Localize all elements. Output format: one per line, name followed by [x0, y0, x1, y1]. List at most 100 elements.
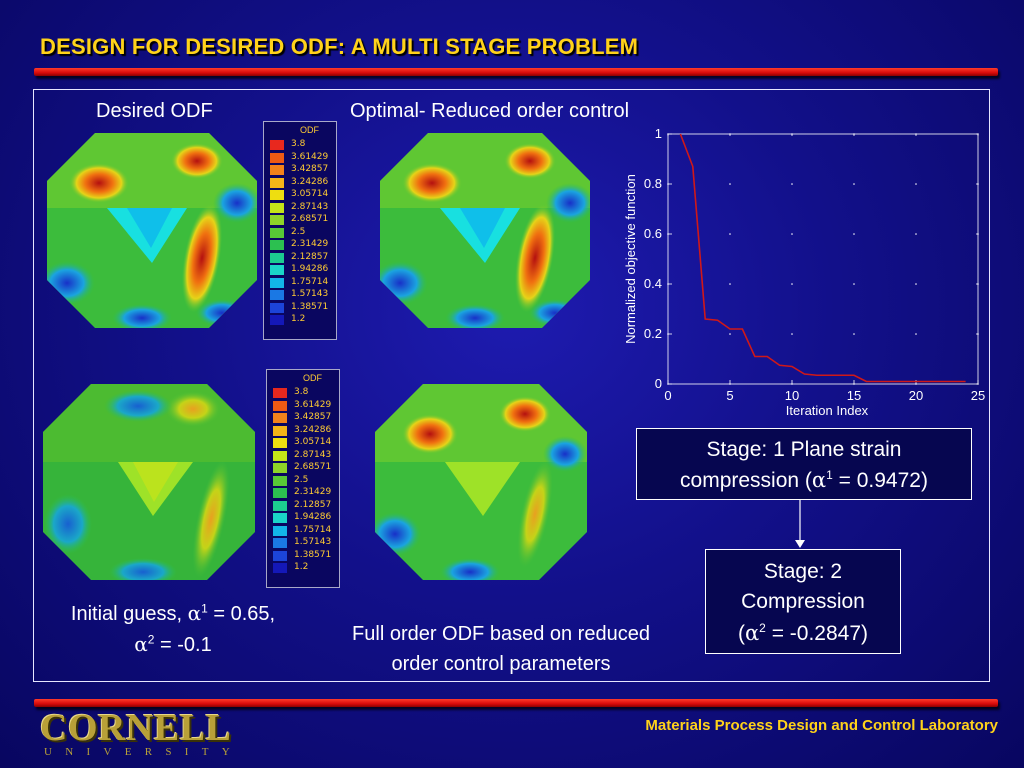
legend-value: 3.24286	[294, 424, 332, 435]
legend-swatch	[270, 302, 284, 313]
legend-value: 1.38571	[294, 549, 332, 560]
legend-value: 3.24286	[291, 176, 329, 187]
legend-swatch	[270, 227, 284, 238]
grid-dot	[853, 383, 855, 385]
stage1-text-pre: compression (	[680, 469, 812, 493]
legend-swatch	[270, 240, 284, 250]
stage2-type: Compression	[741, 590, 865, 614]
legend-value: 2.87143	[294, 449, 332, 460]
legend-value: 1.75714	[294, 524, 332, 535]
alpha-symbol: α	[811, 468, 827, 493]
legend-swatch	[273, 513, 287, 523]
legend-value: 3.42857	[294, 412, 332, 422]
legend-value: 1.57143	[294, 537, 332, 547]
x-tick-label: 0	[664, 388, 671, 403]
desired-odf-label: Desired ODF	[96, 100, 213, 122]
legend-swatch	[270, 165, 284, 175]
full-order-odf-image	[375, 384, 587, 580]
stage2-box: Stage: 2 Compression (α2 = -0.2847)	[705, 549, 901, 654]
plot-area	[667, 133, 979, 385]
cornell-logo-subtitle: UNIVERSITY	[44, 746, 243, 758]
grid-dot	[791, 333, 793, 335]
alpha2-value: = -0.1	[154, 634, 212, 656]
legend-value: 2.31429	[294, 487, 332, 497]
legend-swatch	[273, 413, 287, 423]
stage2-text-pre: (	[737, 621, 745, 645]
alpha-sub-1: 1	[826, 468, 833, 483]
grid-dot	[977, 233, 979, 235]
full-order-caption: Full order ODF based on reduced order co…	[306, 619, 696, 679]
y-axis-label: Normalized objective function	[623, 174, 638, 344]
legend-value: 1.57143	[291, 289, 329, 299]
grid-dot	[853, 183, 855, 185]
legend-swatch	[270, 177, 284, 188]
legend-value: 2.5	[294, 474, 309, 485]
header-divider	[34, 68, 998, 76]
grid-dot	[667, 233, 669, 235]
legend-swatch	[273, 400, 287, 411]
x-tick-label: 10	[785, 388, 799, 403]
legend-swatch	[270, 290, 284, 300]
grid-dot	[977, 283, 979, 285]
full-order-caption-line1: Full order ODF based on reduced	[352, 623, 650, 645]
y-tick-label: 0	[655, 376, 662, 391]
grid-dot	[729, 183, 731, 185]
stage2-alpha-value: = -0.2847)	[765, 621, 869, 645]
grid-dot	[667, 383, 669, 385]
y-tick-label: 0.2	[644, 326, 662, 341]
grid-dot	[853, 133, 855, 135]
grid-dot	[977, 333, 979, 335]
stage1-box: Stage: 1 Plane strain compression (α1 = …	[636, 428, 972, 500]
legend-swatch	[270, 202, 284, 213]
grid-dot	[791, 383, 793, 385]
desired-odf-image	[47, 133, 257, 328]
legend-swatch	[273, 438, 287, 448]
footer-divider	[34, 699, 998, 707]
legend-value: 2.12857	[294, 499, 332, 510]
legend-swatch	[270, 140, 284, 150]
grid-dot	[729, 283, 731, 285]
grid-dot	[915, 183, 917, 185]
full-order-caption-line2: order control parameters	[391, 653, 611, 675]
legend-swatch	[273, 538, 287, 548]
x-tick-label: 20	[909, 388, 923, 403]
legend-swatch	[270, 252, 284, 263]
alpha-symbol: α	[134, 632, 148, 656]
alpha-symbol: α	[744, 620, 760, 645]
grid-dot	[729, 133, 731, 135]
grid-dot	[853, 333, 855, 335]
content-frame	[33, 89, 990, 682]
legend-swatch	[273, 500, 287, 511]
grid-dot	[977, 383, 979, 385]
grid-dot	[791, 233, 793, 235]
legend-value: 2.68571	[291, 214, 329, 224]
legend-title: ODF	[303, 373, 322, 383]
legend-value: 2.31429	[291, 239, 329, 249]
grid-dot	[791, 133, 793, 135]
legend-value: 1.2	[291, 314, 306, 324]
legend-swatch	[273, 488, 287, 498]
grid-dot	[977, 133, 979, 135]
grid-dot	[853, 233, 855, 235]
y-tick-label: 0.8	[644, 176, 662, 191]
alpha-sub-2: 2	[759, 620, 766, 635]
stage2-title: Stage: 2	[763, 560, 843, 583]
grid-dot	[667, 333, 669, 335]
legend-value: 3.05714	[291, 189, 329, 199]
y-tick-label: 0.6	[644, 226, 662, 241]
y-tick-label: 1	[655, 126, 662, 141]
legend-swatch	[270, 315, 284, 325]
grid-dot	[791, 283, 793, 285]
grid-dot	[915, 233, 917, 235]
legend-title: ODF	[300, 125, 319, 135]
grid-dot	[729, 333, 731, 335]
slide-title: DESIGN FOR DESIRED ODF: A MULTI STAGE PR…	[40, 34, 639, 59]
legend-swatch	[273, 475, 287, 486]
grid-dot	[729, 233, 731, 235]
grid-dot	[667, 133, 669, 135]
grid-dot	[915, 133, 917, 135]
x-axis-label: Iteration Index	[786, 403, 869, 418]
y-tick-label: 0.4	[644, 276, 662, 291]
legend-swatch	[270, 152, 284, 163]
objective-function-chart: 0 5 10 15 20 25 0 0.2 0.4 0.6 0.8 1 Iteration Index N…	[623, 126, 985, 418]
